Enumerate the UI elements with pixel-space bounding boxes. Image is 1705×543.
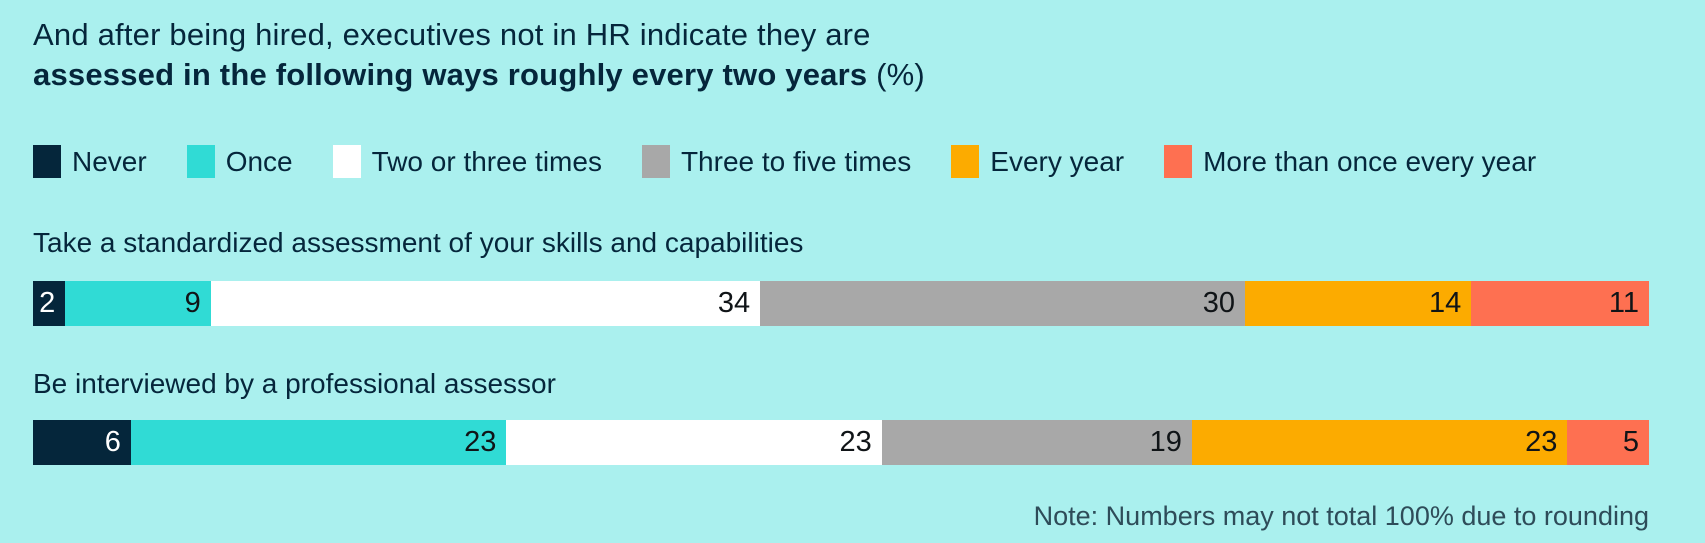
bar-segment: 23 [130, 420, 507, 465]
legend-item: Two or three times [332, 145, 602, 178]
legend: Never Once Two or three times Three to five… [33, 145, 1649, 178]
legend-swatch-icon [33, 145, 61, 178]
bar-segment: 23 [1191, 420, 1568, 465]
legend-item: Three to five times [641, 145, 912, 178]
bar-row-label: Be interviewed by a professional assesso… [33, 368, 556, 399]
bar-segment: 14 [1244, 281, 1472, 326]
bar-segment: 6 [33, 420, 131, 465]
legend-label: More than once every year [1203, 145, 1537, 177]
bar-segment: 5 [1567, 420, 1649, 465]
legend-label: Three to five times [680, 145, 912, 177]
legend-swatch-icon [951, 145, 980, 178]
rounding-note: Note: Numbers may not total 100% due to … [1033, 501, 1649, 531]
legend-label: Two or three times [371, 145, 602, 177]
legend-swatch-icon [332, 145, 361, 178]
bar-row-label: Take a standardized assessment of your s… [33, 227, 804, 258]
legend-swatch-icon [1164, 145, 1193, 178]
legend-label: Once [225, 145, 293, 177]
chart-page: And after being hired, executives not in… [33, 15, 1649, 531]
chart-title-line2-suffix: (%) [867, 57, 925, 92]
stacked-bar: 6 23 23 19 23 5 [33, 420, 1649, 465]
bar-segment: 11 [1471, 281, 1649, 326]
bar-segment: 34 [210, 281, 761, 326]
legend-label: Every year [990, 145, 1125, 177]
bar-segment: 19 [881, 420, 1192, 465]
legend-item: More than once every year [1164, 145, 1536, 178]
legend-item: Once [186, 145, 293, 178]
chart-title-line2-bold: assessed in the following ways roughly e… [33, 57, 868, 92]
legend-item: Never [33, 145, 147, 178]
bar-segment: 23 [506, 420, 882, 465]
bar-segment: 30 [760, 281, 1245, 326]
bar-segment: 9 [65, 281, 211, 326]
stacked-bar: 2 9 34 30 14 11 [33, 281, 1649, 326]
bar-rows: Take a standardized assessment of your s… [33, 225, 1649, 465]
chart-title-line1: And after being hired, executives not in… [33, 17, 871, 52]
legend-swatch-icon [186, 145, 215, 178]
chart-title: And after being hired, executives not in… [33, 15, 1649, 95]
legend-item: Every year [951, 145, 1124, 178]
chart-title-line2: assessed in the following ways roughly e… [33, 55, 1649, 95]
bar-segment: 2 [33, 281, 66, 326]
legend-label: Never [72, 145, 147, 177]
legend-swatch-icon [641, 145, 670, 178]
